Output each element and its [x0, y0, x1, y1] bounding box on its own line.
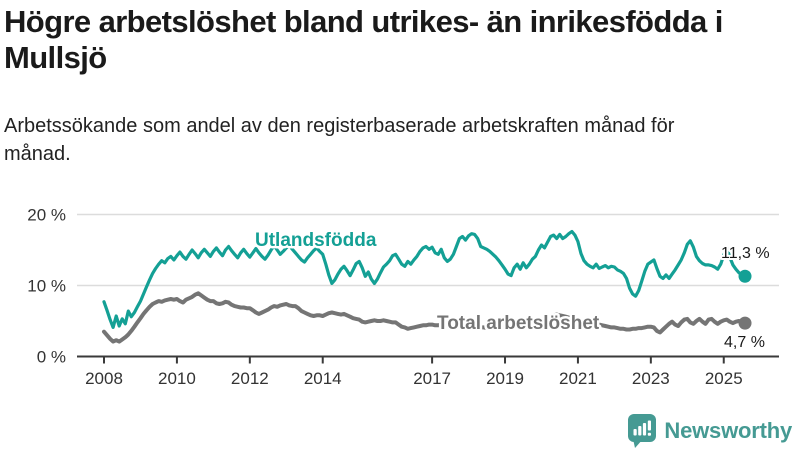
- x-tick-label: 2010: [158, 369, 196, 388]
- x-tick-label: 2019: [486, 369, 524, 388]
- bar-chart-speech-bubble-icon: [628, 414, 657, 448]
- x-tick-label: 2014: [304, 369, 342, 388]
- series-label-utlandsfodda: Utlandsfödda: [255, 230, 377, 251]
- y-tick-label: 20 %: [27, 206, 66, 225]
- series-end-dot-total: [738, 316, 752, 330]
- brand-name: Newsworthy: [664, 418, 792, 443]
- series-line-total: [102, 291, 747, 344]
- series-line-utlandsfodda: [102, 229, 747, 329]
- page-subtitle: Arbetssökande som andel av den registerb…: [4, 115, 675, 165]
- page-title: Högre arbetslöshet bland utrikes- än inr…: [4, 4, 723, 75]
- unemployment-line-chart: 0 % 10 % 20 % 2008 2010 2012 2014 2017 2019 2021 2…: [27, 206, 779, 388]
- newsworthy-logo: Newsworthy: [628, 414, 792, 448]
- x-tick-label: 2021: [559, 369, 597, 388]
- x-tick-label: 2023: [632, 369, 670, 388]
- y-tick-label: 0 %: [37, 348, 66, 367]
- end-value-label-utlandsfodda: 11,3 %: [721, 245, 770, 262]
- series-label-total: Total arbetslöshet: [437, 313, 600, 334]
- x-tick-label: 2017: [413, 369, 451, 388]
- end-value-label-total: 4,7 %: [724, 334, 765, 351]
- series-end-dot-utlandsfodda: [738, 269, 752, 283]
- x-tick-label: 2025: [705, 369, 743, 388]
- x-tick-label: 2012: [231, 369, 269, 388]
- y-tick-label: 10 %: [27, 277, 66, 296]
- x-tick-label: 2008: [85, 369, 123, 388]
